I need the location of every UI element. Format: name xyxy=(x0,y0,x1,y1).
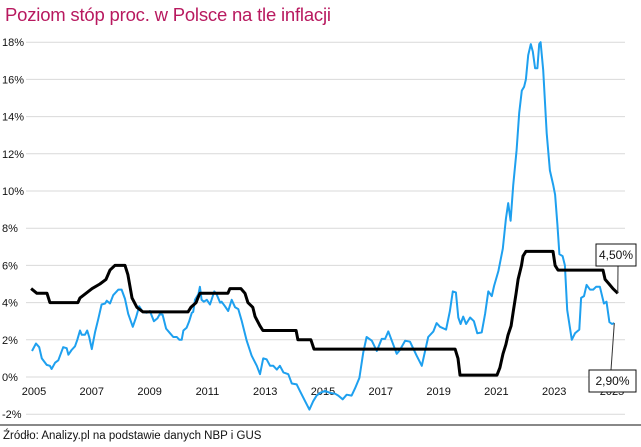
rate-line xyxy=(30,249,619,377)
annotation-box xyxy=(588,369,637,393)
inflation-last-value-label: 2,90% xyxy=(595,374,629,388)
y-tick-label: 10% xyxy=(2,186,24,198)
y-tick-label: 4% xyxy=(2,298,18,310)
y-tick-label: 18% xyxy=(2,37,24,49)
x-tick-label: 2009 xyxy=(137,386,161,398)
y-tick-label: 16% xyxy=(2,74,24,86)
rate-last-value-label: 4,50% xyxy=(599,248,633,262)
source-note: Źródło: Analizy.pl na podstawie danych N… xyxy=(3,430,262,442)
y-tick-label: 2% xyxy=(2,335,18,347)
chart-title: Poziom stóp proc. w Polsce na tle inflac… xyxy=(5,4,331,25)
x-tick-label: 2017 xyxy=(369,386,393,398)
gridlines xyxy=(26,41,625,415)
y-tick-label: 14% xyxy=(2,112,24,124)
series-lines xyxy=(30,41,619,411)
annotations: 4,50% 2,90% xyxy=(588,243,637,393)
annotation-box xyxy=(595,243,637,267)
inflation-line xyxy=(31,41,615,411)
x-tick-label: 2023 xyxy=(542,386,566,398)
x-tick-label: 2019 xyxy=(426,386,450,398)
y-tick-label: 0% xyxy=(2,372,18,384)
x-tick-label: 2021 xyxy=(484,386,508,398)
y-tick-label: 12% xyxy=(2,149,24,161)
y-axis-ticks: -2% 0% 2% 4% 6% 8% 10% 12% 14% 16% 18% xyxy=(2,37,24,421)
y-tick-label: 6% xyxy=(2,260,18,272)
x-tick-label: 2011 xyxy=(196,386,220,398)
x-tick-label: 2007 xyxy=(80,386,104,398)
y-tick-label: 8% xyxy=(2,223,18,235)
x-tick-label: 2013 xyxy=(253,386,277,398)
annotation-leader xyxy=(610,323,615,371)
x-tick-label: 2005 xyxy=(22,386,46,398)
y-tick-label: -2% xyxy=(2,409,22,421)
